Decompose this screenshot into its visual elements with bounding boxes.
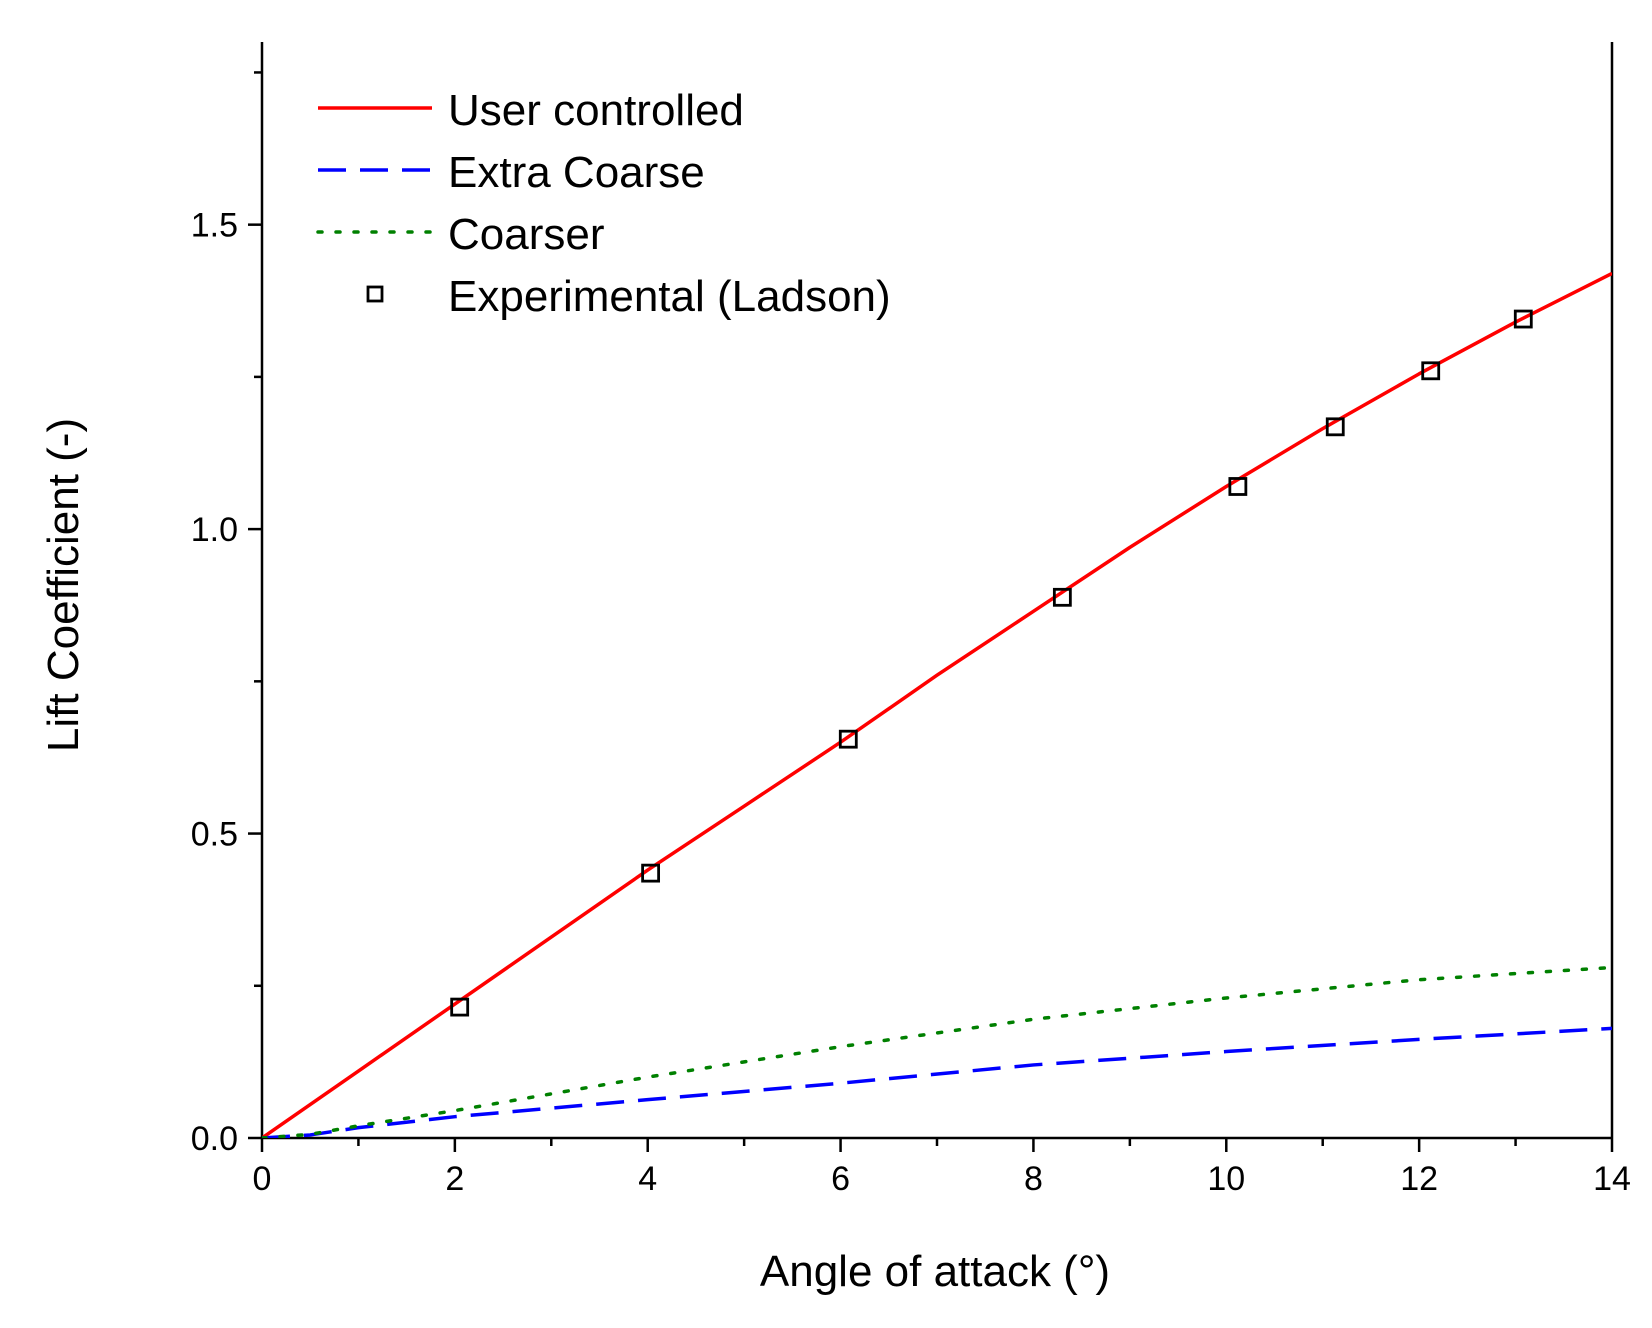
data-point-marker [641, 863, 661, 883]
data-point-marker [1228, 477, 1248, 496]
series-line-coarser [262, 965, 1612, 1138]
axes: 0 2 4 6 8 10 12 14 0.0 0.5 1.0 1.5 [191, 42, 1631, 1198]
x-axis-label: Angle of attack (°) [760, 1247, 1110, 1296]
data-point-marker [838, 729, 858, 749]
y-tick-label: 1.0 [191, 511, 238, 549]
x-tick-label: 8 [1024, 1160, 1043, 1198]
data-point-marker [1513, 309, 1533, 329]
data-point-marker [1052, 587, 1072, 607]
data-point-marker [1421, 361, 1441, 381]
x-tick-label: 2 [445, 1160, 464, 1198]
series-line-extra-coarse [262, 1026, 1612, 1138]
x-tick-label: 0 [253, 1160, 272, 1198]
y-axis-label: Lift Coefficient (-) [39, 418, 88, 752]
legend-marker [366, 285, 384, 303]
legend-label: Coarser [448, 210, 605, 259]
y-tick-label: 1.5 [191, 207, 238, 245]
data-point-marker [1325, 417, 1345, 437]
y-tick-label: 0.0 [191, 1120, 238, 1158]
x-tick-label: 14 [1593, 1160, 1631, 1198]
y-tick-label: 0.5 [191, 816, 238, 854]
legend-label: User controlled [448, 86, 744, 135]
x-tick-label: 6 [831, 1160, 850, 1198]
legend-label: Extra Coarse [448, 148, 705, 197]
x-tick-label: 12 [1400, 1160, 1438, 1198]
series-layer [262, 271, 1612, 1138]
legend-label: Experimental (Ladson) [448, 272, 891, 321]
series-line-user-controlled [262, 271, 1612, 1138]
legend: User controlled Extra Coarse Coarser Experi… [316, 86, 891, 321]
data-point-marker [450, 997, 470, 1017]
x-tick-label: 10 [1207, 1160, 1245, 1198]
x-tick-label: 4 [638, 1160, 657, 1198]
